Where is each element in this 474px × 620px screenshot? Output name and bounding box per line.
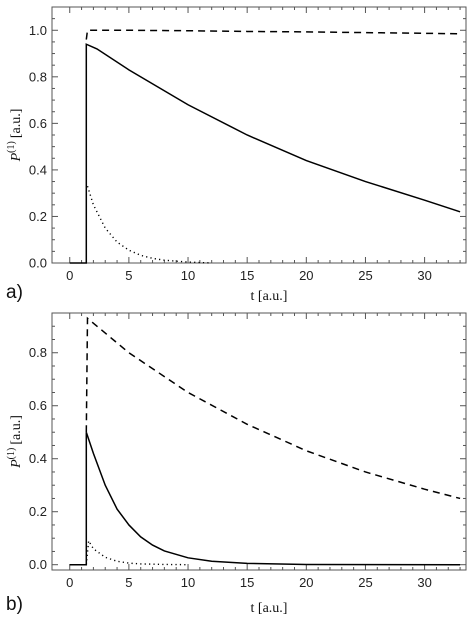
plot-frame: [51, 6, 467, 264]
x-tick-label: 25: [358, 575, 372, 590]
y-tick-label: 0.8: [29, 345, 47, 360]
x-tick-label: 15: [240, 575, 254, 590]
y-tick-label: 0.6: [29, 398, 47, 413]
plot-frame: [51, 312, 467, 571]
y-tick-label: 0.6: [29, 116, 47, 131]
y-tick-label: 0.2: [29, 504, 47, 519]
y-axis-label-unit: [a.u.]: [9, 415, 24, 445]
y-axis-label: P(1) [a.u.]: [6, 109, 24, 163]
chart-panel-a: 0 5 10 15 20 25 30 0.0 0.2 0.4 0.6 0.8 1.0 t [a.u.] P(…: [6, 6, 467, 304]
series-line-dotted: [85, 538, 189, 566]
y-axis-label: P(1) [a.u.]: [6, 415, 24, 469]
x-tick-label: 30: [417, 575, 431, 590]
x-tick-label: 10: [181, 268, 195, 283]
series-line-dashed: [85, 29, 461, 40]
y-tick-label: 0.8: [29, 69, 47, 84]
x-tick-label: 0: [66, 268, 73, 283]
chart-panel-b: 0 5 10 15 20 25 30 0.0 0.2 0.4 0.6 0.8 t [a.u.] P(1) […: [6, 312, 467, 616]
x-tick-label: 5: [125, 268, 132, 283]
x-tick-label: 30: [417, 268, 431, 283]
y-axis-label-superscript: (1): [6, 448, 17, 460]
y-tick-label: 0.4: [29, 162, 47, 177]
panel-label: a): [6, 282, 23, 303]
x-axis-label: t [a.u.]: [251, 289, 288, 304]
series-line-dotted: [86, 185, 212, 264]
y-tick-label: 0.0: [29, 256, 47, 271]
y-tick-label: 0.0: [29, 557, 47, 572]
series-line-solid: [69, 431, 461, 566]
y-axis-label-superscript: (1): [6, 141, 17, 153]
x-tick-label: 15: [240, 268, 254, 283]
series-line-dashed: [85, 316, 461, 500]
y-axis-label-symbol: P: [9, 152, 24, 162]
y-axis-label-symbol: P: [9, 459, 24, 469]
y-axis-label-unit: [a.u.]: [9, 109, 24, 139]
x-tick-label: 20: [299, 268, 313, 283]
x-axis-label: t [a.u.]: [251, 601, 288, 616]
x-tick-label: 25: [358, 268, 372, 283]
panel-label: b): [6, 594, 23, 615]
x-tick-label: 10: [181, 575, 195, 590]
y-tick-label: 0.2: [29, 209, 47, 224]
y-tick-label: 0.4: [29, 451, 47, 466]
y-tick-label: 1.0: [29, 23, 47, 38]
x-tick-label: 20: [299, 575, 313, 590]
x-tick-label: 5: [125, 575, 132, 590]
x-tick-label: 0: [66, 575, 73, 590]
series-line-solid: [69, 43, 461, 264]
